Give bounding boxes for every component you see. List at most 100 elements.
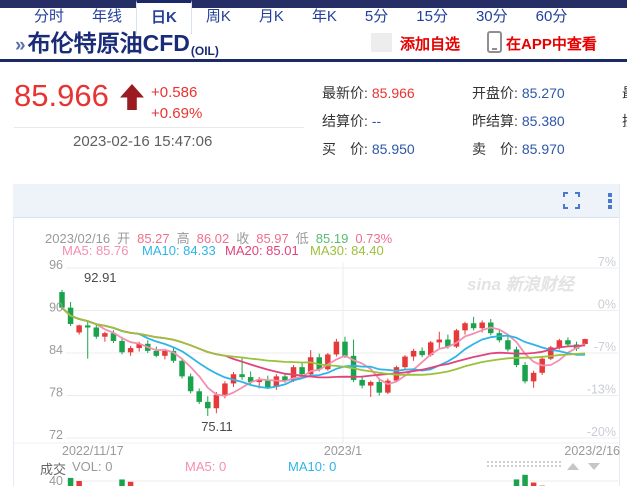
ma-legend-item: MA30: 84.40	[310, 243, 384, 258]
ohlc-info-segment: 85.97	[256, 231, 289, 246]
add-watchlist-button[interactable]: 添加自选	[400, 36, 461, 53]
y-axis-label-left: 72	[49, 428, 63, 442]
period-tabbar	[13, 184, 619, 218]
candle-body	[530, 372, 537, 382]
watermark-subtext: · · · · · · · ·	[467, 294, 525, 300]
candle-body	[342, 341, 348, 356]
candle-body	[419, 350, 425, 356]
tab-分时[interactable]: 分时	[34, 8, 65, 25]
candle-body	[316, 357, 322, 370]
period-tabs: 分时 年线 日K 周K 月K 年K 5分 15分 30分 60分	[20, 0, 581, 34]
tab-30分[interactable]: 30分	[475, 8, 508, 25]
fullscreen-icon[interactable]	[563, 192, 580, 209]
sina-watermark: sina 新浪财经 · · · · · · · ·	[467, 276, 574, 301]
candle-body	[385, 380, 391, 393]
y-axis-label-left: 96	[49, 258, 63, 272]
add-watchlist-icon[interactable]	[371, 33, 392, 52]
volume-header-item: MA10: 0	[288, 459, 337, 474]
candle-body	[187, 376, 194, 392]
phone-icon	[487, 31, 502, 53]
quote-field-value: 85.970	[521, 141, 565, 157]
price-change: +0.586	[151, 84, 198, 101]
quote-field-value: 85.966	[371, 85, 415, 101]
ohlc-info-segment: 0.73%	[355, 231, 393, 246]
volume-bar	[513, 479, 520, 486]
candle-body	[402, 356, 408, 368]
volume-bar	[530, 482, 537, 486]
ohlc-info-segment: 收	[236, 231, 250, 246]
quote-field-value: 85.950	[371, 141, 415, 157]
ohlc-info-segment: 低	[295, 231, 309, 246]
y-axis-label-right: -20%	[587, 425, 616, 439]
candle-body	[205, 401, 211, 409]
ma-legend-item: MA10: 84.33	[142, 243, 216, 258]
candle-body	[213, 394, 220, 409]
quote-field-label: 买 价:	[322, 141, 368, 157]
candle-body	[102, 333, 108, 337]
quote-field: 卖 价: 85.970	[472, 139, 565, 159]
candle-body	[196, 391, 202, 402]
y-axis-label-left: 90	[49, 301, 63, 315]
candle-body	[427, 342, 434, 356]
ohlc-info-segment: 开	[117, 231, 131, 246]
candle-body	[299, 367, 305, 375]
candle-body	[282, 376, 288, 381]
candle-body	[76, 325, 82, 333]
quote-field-label: 结算价:	[322, 113, 368, 129]
candle-body	[505, 340, 511, 350]
tab-60分[interactable]: 60分	[535, 8, 568, 25]
tab-年线[interactable]: 年线	[92, 8, 123, 25]
candle-body	[479, 322, 485, 329]
candle-body	[256, 379, 262, 383]
chart-widget	[13, 184, 620, 486]
volume-bar	[522, 474, 528, 486]
tab-年K[interactable]: 年K	[311, 8, 337, 25]
ma-legend-item: MA20: 85.01	[225, 243, 299, 258]
zoom-slider-icon[interactable]	[487, 461, 561, 468]
tab-15分[interactable]: 15分	[416, 8, 448, 25]
candle-body	[453, 330, 460, 347]
candle-body	[110, 333, 117, 341]
y-axis-label-left: 84	[49, 343, 63, 357]
tab-5分[interactable]: 5分	[364, 8, 389, 25]
tab-周K[interactable]: 周K	[205, 8, 231, 25]
y-axis-label-right: 7%	[598, 255, 616, 269]
more-options-icon[interactable]	[608, 193, 612, 209]
volume-axis-label: 40	[49, 474, 63, 486]
candle-body	[325, 354, 331, 370]
candle-body	[84, 325, 91, 328]
candle-body	[273, 376, 280, 387]
volume-bar	[67, 477, 74, 486]
candle-body	[462, 323, 468, 331]
candle-body	[119, 340, 125, 353]
candle-body	[436, 339, 443, 343]
scroll-up-icon[interactable]	[567, 463, 579, 470]
volume-header-item: MA5: 0	[185, 459, 227, 474]
quote-field-label: 最新价:	[322, 85, 368, 101]
y-axis-label-right: 0%	[598, 298, 616, 312]
tab-月K[interactable]: 月K	[258, 8, 284, 25]
scroll-down-icon[interactable]	[588, 463, 600, 470]
ohlc-info-segment: 2023/02/16	[45, 231, 111, 246]
price-change-pct: +0.69%	[151, 105, 203, 122]
tab-日K[interactable]: 日K	[136, 0, 192, 34]
candle-body	[470, 323, 477, 329]
quote-field-value: 85.270	[521, 85, 565, 101]
quote-field: 昨结算: 85.380	[472, 111, 565, 131]
axis-labels: 96 90 84 78 72 7% 0% -7% -13% -20% 2022/11/17 2023/…	[49, 255, 620, 486]
candle-body	[247, 377, 254, 383]
candle-body	[565, 340, 571, 345]
price-annotation: 92.91	[84, 270, 117, 285]
y-axis-label-right: -13%	[587, 383, 616, 397]
candle-body	[153, 350, 160, 356]
candle-body	[367, 382, 374, 386]
x-axis-label: 2023/2/16	[564, 444, 620, 458]
last-price: 85.966	[14, 78, 109, 113]
view-in-app-button[interactable]: 在APP中查看	[506, 36, 597, 53]
page-title: »布伦特原油CFD(OIL)	[15, 24, 219, 58]
quote-field: 最	[622, 83, 627, 103]
ohlc-info-line: 2023/02/16 开 85.27 高 86.02 收 85.97 低 85.19 0.73%	[45, 228, 399, 247]
price-annotation: 75.11	[201, 419, 233, 434]
